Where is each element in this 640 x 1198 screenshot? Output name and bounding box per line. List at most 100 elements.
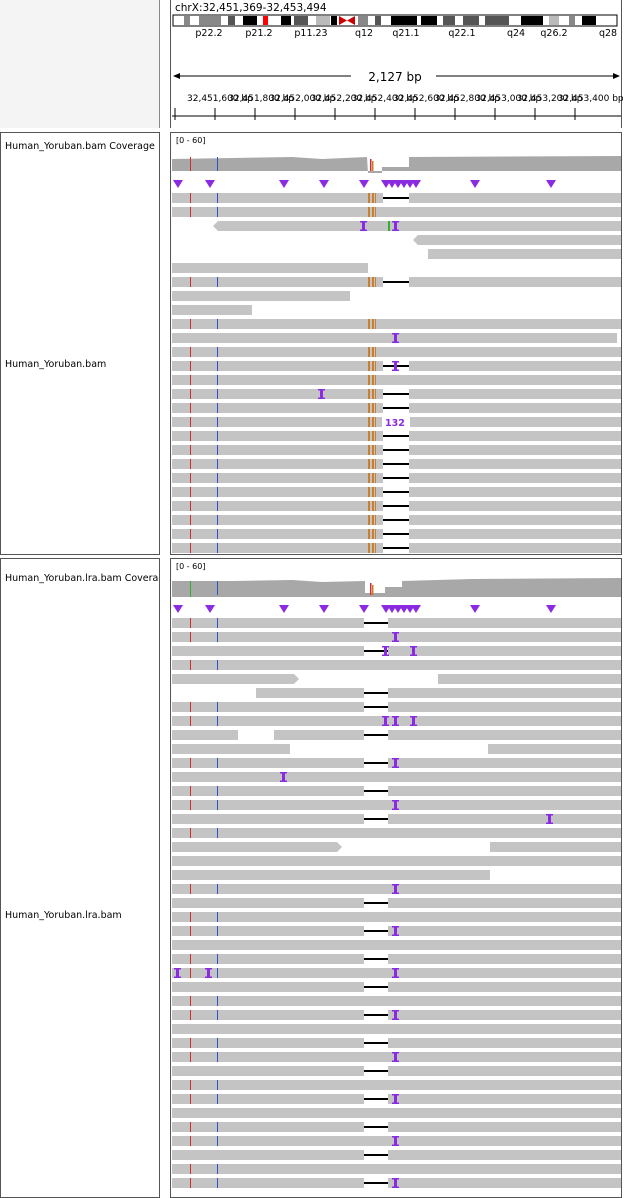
track-data-panel[interactable]: [0 - 60]	[170, 558, 622, 1198]
mismatch	[368, 487, 370, 497]
insertion-cap	[318, 397, 325, 399]
ideogram-band	[243, 16, 257, 25]
mismatch	[217, 702, 218, 712]
coverage-track[interactable]	[172, 569, 622, 599]
read	[172, 1038, 621, 1048]
insertion	[176, 968, 179, 978]
mismatch	[190, 543, 191, 553]
insertion-cap	[382, 646, 389, 648]
insertion	[548, 814, 551, 824]
mismatch	[217, 417, 218, 427]
read	[172, 954, 621, 964]
alignment-track[interactable]	[172, 616, 622, 1196]
mismatch	[375, 207, 376, 217]
mismatch	[190, 1094, 191, 1104]
mismatch	[217, 501, 218, 511]
read	[172, 814, 621, 824]
mismatch	[217, 347, 218, 357]
mismatch	[190, 417, 191, 427]
mismatch	[190, 786, 191, 796]
insertion-cap	[392, 1178, 399, 1180]
mismatch	[190, 431, 191, 441]
read	[172, 319, 621, 329]
insertion-marker	[470, 180, 480, 188]
ideogram-label: q28	[599, 28, 617, 39]
insertion-cap	[392, 808, 399, 810]
mismatch	[368, 193, 370, 203]
mismatch	[190, 361, 191, 371]
mismatch	[190, 632, 191, 642]
mismatch	[217, 1038, 218, 1048]
insertion-cap	[280, 772, 287, 774]
track-name-panel: Human_Yoruban.lra.bam Coverage Human_Yor…	[0, 558, 160, 1198]
insertion-marker	[470, 605, 480, 613]
insertion-cap	[392, 926, 399, 928]
mismatch	[217, 884, 218, 894]
mismatch	[217, 1080, 218, 1090]
insertion-marker	[319, 180, 329, 188]
insertion-cap	[174, 976, 181, 978]
insertion	[384, 716, 387, 726]
ideogram-band	[228, 16, 235, 25]
ideogram-band	[421, 16, 437, 25]
read	[172, 702, 621, 712]
coverage-mismatch	[217, 581, 218, 595]
mismatch	[217, 758, 218, 768]
insertion-marker	[359, 180, 369, 188]
insertion-cap	[392, 1144, 399, 1146]
ideogram-band	[316, 16, 330, 25]
mismatch	[375, 319, 376, 329]
mismatch	[190, 207, 191, 217]
insertion-cap	[392, 892, 399, 894]
insertion-cap	[392, 766, 399, 768]
span-arrow-left	[173, 73, 180, 79]
ruler-tick-label: 32,453,200 bp	[517, 94, 583, 104]
mismatch	[217, 912, 218, 922]
read	[172, 305, 252, 315]
read	[172, 940, 621, 950]
read	[172, 828, 621, 838]
mismatch	[368, 389, 370, 399]
insertion-cap	[392, 361, 399, 363]
mismatch	[190, 828, 191, 838]
coverage-mismatch	[190, 581, 191, 597]
coverage-track[interactable]	[172, 145, 622, 175]
alignment-track-name[interactable]: Human_Yoruban.lra.bam	[5, 910, 122, 921]
coverage-track-name[interactable]: Human_Yoruban.lra.bam Coverage	[5, 573, 159, 584]
insertion-marker	[205, 605, 215, 613]
mismatch	[372, 319, 374, 329]
track-data-panel[interactable]: [0 - 60] 132	[170, 132, 622, 555]
insertion-marker	[411, 180, 421, 188]
insertion-marker-track	[173, 605, 556, 613]
mismatch	[217, 968, 218, 978]
mismatch	[190, 618, 191, 628]
ideogram-band	[358, 16, 368, 25]
read	[172, 730, 238, 740]
coverage-mismatch	[370, 583, 372, 595]
span-label: 2,127 bp	[368, 70, 421, 84]
insertion-marker	[359, 605, 369, 613]
mismatch	[190, 347, 191, 357]
mismatch	[190, 702, 191, 712]
coverage-track-name[interactable]: Human_Yoruban.bam Coverage	[5, 141, 155, 152]
ideogram[interactable]: p22.2 p21.2 p11.23 q12 q21.1 q22.1 q24 q…	[171, 14, 623, 42]
read	[172, 207, 621, 217]
insertion-cap	[410, 716, 417, 718]
mismatch	[372, 277, 374, 287]
mismatch	[190, 1052, 191, 1062]
mismatch	[190, 1122, 191, 1132]
mismatch	[190, 884, 191, 894]
mismatch	[368, 445, 370, 455]
alignment-track[interactable]: 132	[172, 191, 622, 553]
read	[172, 856, 621, 866]
insertion-cap	[546, 814, 553, 816]
coverage-range: [0 - 60]	[176, 136, 206, 145]
mismatch	[190, 1010, 191, 1020]
mismatch	[372, 487, 374, 497]
mismatch	[375, 389, 376, 399]
insertion-cap	[392, 800, 399, 802]
alignment-track-name[interactable]: Human_Yoruban.bam	[5, 359, 107, 370]
insertion	[394, 884, 397, 894]
mismatch	[375, 277, 376, 287]
